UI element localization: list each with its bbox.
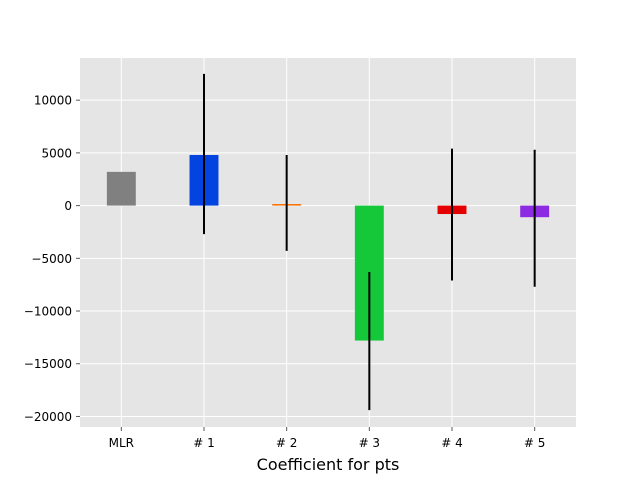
x-tick-label: # 1 [193, 436, 215, 450]
error-bars [203, 73, 536, 411]
y-tick-label: 10000 [34, 94, 72, 108]
x-axis-label: Coefficient for pts [257, 455, 400, 474]
bar [106, 171, 136, 206]
x-tick-label: # 5 [524, 436, 546, 450]
x-tick-label: # 4 [441, 436, 463, 450]
y-tick-label: 5000 [41, 146, 72, 160]
x-tick-label: # 2 [276, 436, 298, 450]
x-axis-ticks: MLR # 1 # 2 # 3 # 4 # 5 [109, 427, 546, 450]
plot-area [80, 58, 576, 427]
y-tick-label: −15000 [24, 357, 72, 371]
y-tick-label: 0 [64, 199, 72, 213]
x-tick-label: # 3 [359, 436, 381, 450]
x-tick-label: MLR [109, 436, 134, 450]
y-axis-ticks: −20000 −15000 −10000 −5000 0 5000 10000 [24, 94, 80, 424]
y-tick-label: −5000 [31, 252, 72, 266]
y-tick-label: −10000 [24, 305, 72, 319]
y-tick-label: −20000 [24, 410, 72, 424]
